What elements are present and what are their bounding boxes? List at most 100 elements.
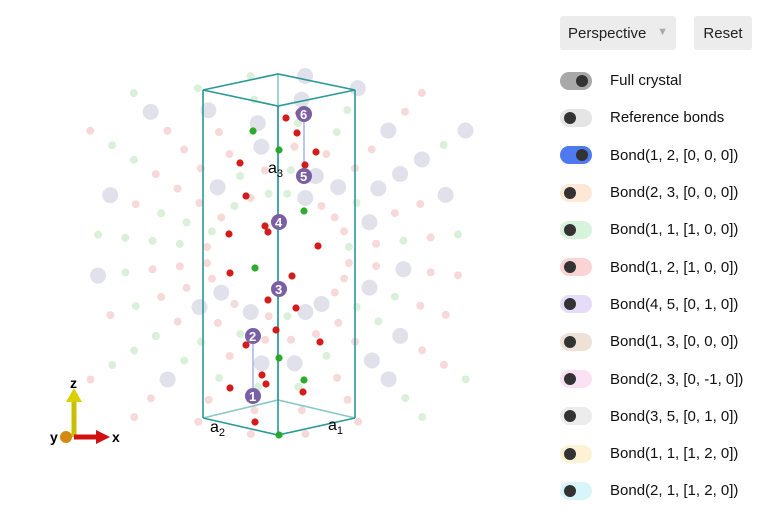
toggle-switch[interactable] (560, 295, 592, 314)
toggle-switch[interactable] (560, 108, 592, 127)
toggle-switch[interactable] (560, 146, 592, 165)
toggle-row[interactable]: Bond(1, 1, [1, 2, 0]) (560, 435, 743, 472)
red-atom (261, 222, 269, 230)
ghost-atom (250, 406, 259, 415)
ghost-atom (352, 198, 361, 207)
red-atom (251, 418, 259, 426)
ghost-atom (317, 201, 326, 210)
toggle-row[interactable]: Bond(1, 1, [1, 0, 0]) (560, 211, 743, 248)
a1-label: a1 (328, 417, 343, 437)
ghost-atom (286, 355, 303, 372)
ghost-atom (242, 304, 259, 321)
cell-top-face (202, 73, 356, 107)
projection-select[interactable]: Perspective ▼ (560, 16, 676, 50)
ghost-atom (129, 89, 138, 98)
ghost-atom (194, 417, 203, 426)
toggle-row[interactable]: Full crystal (560, 62, 743, 99)
ghost-atom (209, 179, 226, 196)
toggle-knob (564, 373, 576, 386)
toggle-row[interactable]: Bond(3, 5, [0, 1, 0]) (560, 398, 743, 435)
ghost-atom (367, 145, 376, 154)
ghost-atom (307, 167, 324, 184)
red-atom (225, 230, 233, 238)
ghost-atom (311, 329, 320, 338)
chevron-down-icon: ▼ (657, 26, 668, 38)
ghost-atom (287, 335, 296, 344)
toggle-row[interactable]: Bond(2, 3, [0, 0, 0]) (560, 174, 743, 211)
ghost-atom (94, 230, 103, 239)
bond-toggle-list: Full crystal Reference bonds Bond(1, 2, [0… (560, 62, 743, 510)
ghost-atom (352, 302, 361, 311)
ghost-atom (175, 239, 184, 248)
ghost-atom (363, 352, 380, 369)
green-atom (275, 146, 283, 154)
svg-text:6: 6 (300, 107, 307, 122)
ghost-atom (340, 274, 349, 283)
toggle-knob (564, 111, 576, 124)
toggle-switch[interactable] (560, 370, 592, 389)
ghost-atom (390, 209, 399, 218)
ghost-atom (453, 271, 462, 280)
ghost-atom (297, 189, 314, 206)
ghost-atom (225, 150, 234, 159)
ghost-atom (392, 327, 409, 344)
toggle-row[interactable]: Bond(2, 3, [0, -1, 0]) (560, 360, 743, 397)
toggle-row[interactable]: Bond(1, 2, [0, 0, 0]) (560, 137, 743, 174)
toggle-switch[interactable] (560, 407, 592, 426)
ghost-atom (148, 265, 157, 274)
toggle-row[interactable]: Bond(2, 1, [1, 2, 0]) (560, 472, 743, 509)
toggle-switch[interactable] (560, 220, 592, 239)
toggle-switch[interactable] (560, 71, 592, 90)
ghost-atom (261, 335, 270, 344)
toggle-knob (564, 410, 576, 423)
ghost-atom (416, 199, 425, 208)
ghost-atom (148, 236, 157, 245)
crystal-viewport[interactable]: a3 a2 a1 1 2 3 4 5 6 z x y (0, 0, 545, 512)
z-axis-label: z (70, 375, 77, 391)
atom-1: 1 (245, 388, 261, 404)
ghost-atom (236, 330, 245, 339)
toggle-switch[interactable] (560, 183, 592, 202)
toggle-switch[interactable] (560, 481, 592, 500)
ghost-atom (297, 304, 314, 321)
toggle-row[interactable]: Bond(1, 2, [1, 0, 0]) (560, 248, 743, 285)
ghost-atom (163, 126, 172, 135)
ghost-atom (175, 262, 184, 271)
atom-3: 3 (271, 281, 287, 297)
ghost-atom (439, 360, 448, 369)
toggle-switch[interactable] (560, 444, 592, 463)
ghost-atom (130, 346, 139, 355)
toggle-label: Full crystal (610, 72, 682, 90)
ghost-atom (380, 122, 397, 139)
red-atom (264, 296, 272, 304)
toggle-row[interactable]: Bond(1, 3, [0, 0, 0]) (560, 323, 743, 360)
red-atom (236, 159, 244, 167)
ghost-atom (372, 239, 381, 248)
ghost-atom (416, 301, 425, 310)
ghost-atom (213, 284, 230, 301)
toggle-switch[interactable] (560, 332, 592, 351)
ghost-atom (207, 274, 216, 283)
toggle-switch[interactable] (560, 258, 592, 277)
toggle-row[interactable]: Bond(4, 5, [0, 1, 0]) (560, 286, 743, 323)
ghost-atom (293, 91, 310, 108)
ghost-atom (395, 261, 412, 278)
ghost-atom (230, 300, 239, 309)
ghost-atom (290, 142, 299, 151)
red-atom (316, 338, 324, 346)
toggle-label: Bond(2, 3, [0, -1, 0]) (610, 370, 744, 388)
ghost-atom (182, 283, 191, 292)
ghost-atom (180, 145, 189, 154)
red-atom (301, 161, 309, 169)
ghost-atom (142, 103, 159, 120)
ghost-atom (180, 356, 189, 365)
ghost-atom (344, 259, 353, 268)
toggle-knob (564, 447, 576, 460)
reset-button[interactable]: Reset (694, 16, 752, 50)
crystal-scene[interactable]: a3 a2 a1 1 2 3 4 5 6 z x y (0, 0, 545, 512)
green-atom (300, 207, 308, 215)
toggle-row[interactable]: Reference bonds (560, 99, 743, 136)
ghost-atom (283, 312, 292, 321)
a3-label: a3 (268, 160, 283, 180)
ghost-atom (370, 180, 387, 197)
